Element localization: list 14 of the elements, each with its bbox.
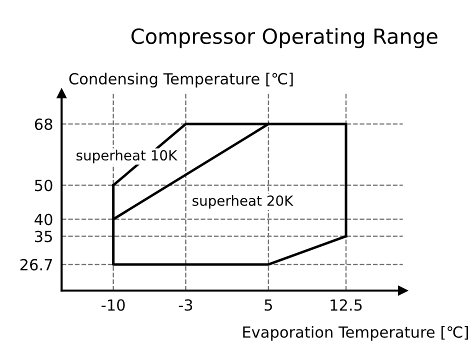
y-tick-label: 35 <box>35 230 52 242</box>
y-tick-label: 40 <box>34 214 52 226</box>
x-axis-title: Evaporation Temperature [℃] <box>243 326 468 341</box>
x-tick-label: -3 <box>178 299 192 311</box>
x-tick-label: -10 <box>102 299 125 311</box>
y-axis-title: Condensing Temperature [℃] <box>69 72 293 88</box>
y-tick-label: 26.7 <box>20 258 52 270</box>
x-tick-label: 5 <box>264 299 272 311</box>
y-tick-label: 68 <box>34 118 52 130</box>
x-tick-label: 12.5 <box>330 299 362 311</box>
annotation: superheat 10K <box>76 150 178 164</box>
chart-title: Compressor Operating Range <box>131 28 438 48</box>
annotation: superheat 20K <box>192 195 294 209</box>
y-tick-label: 50 <box>35 180 52 192</box>
